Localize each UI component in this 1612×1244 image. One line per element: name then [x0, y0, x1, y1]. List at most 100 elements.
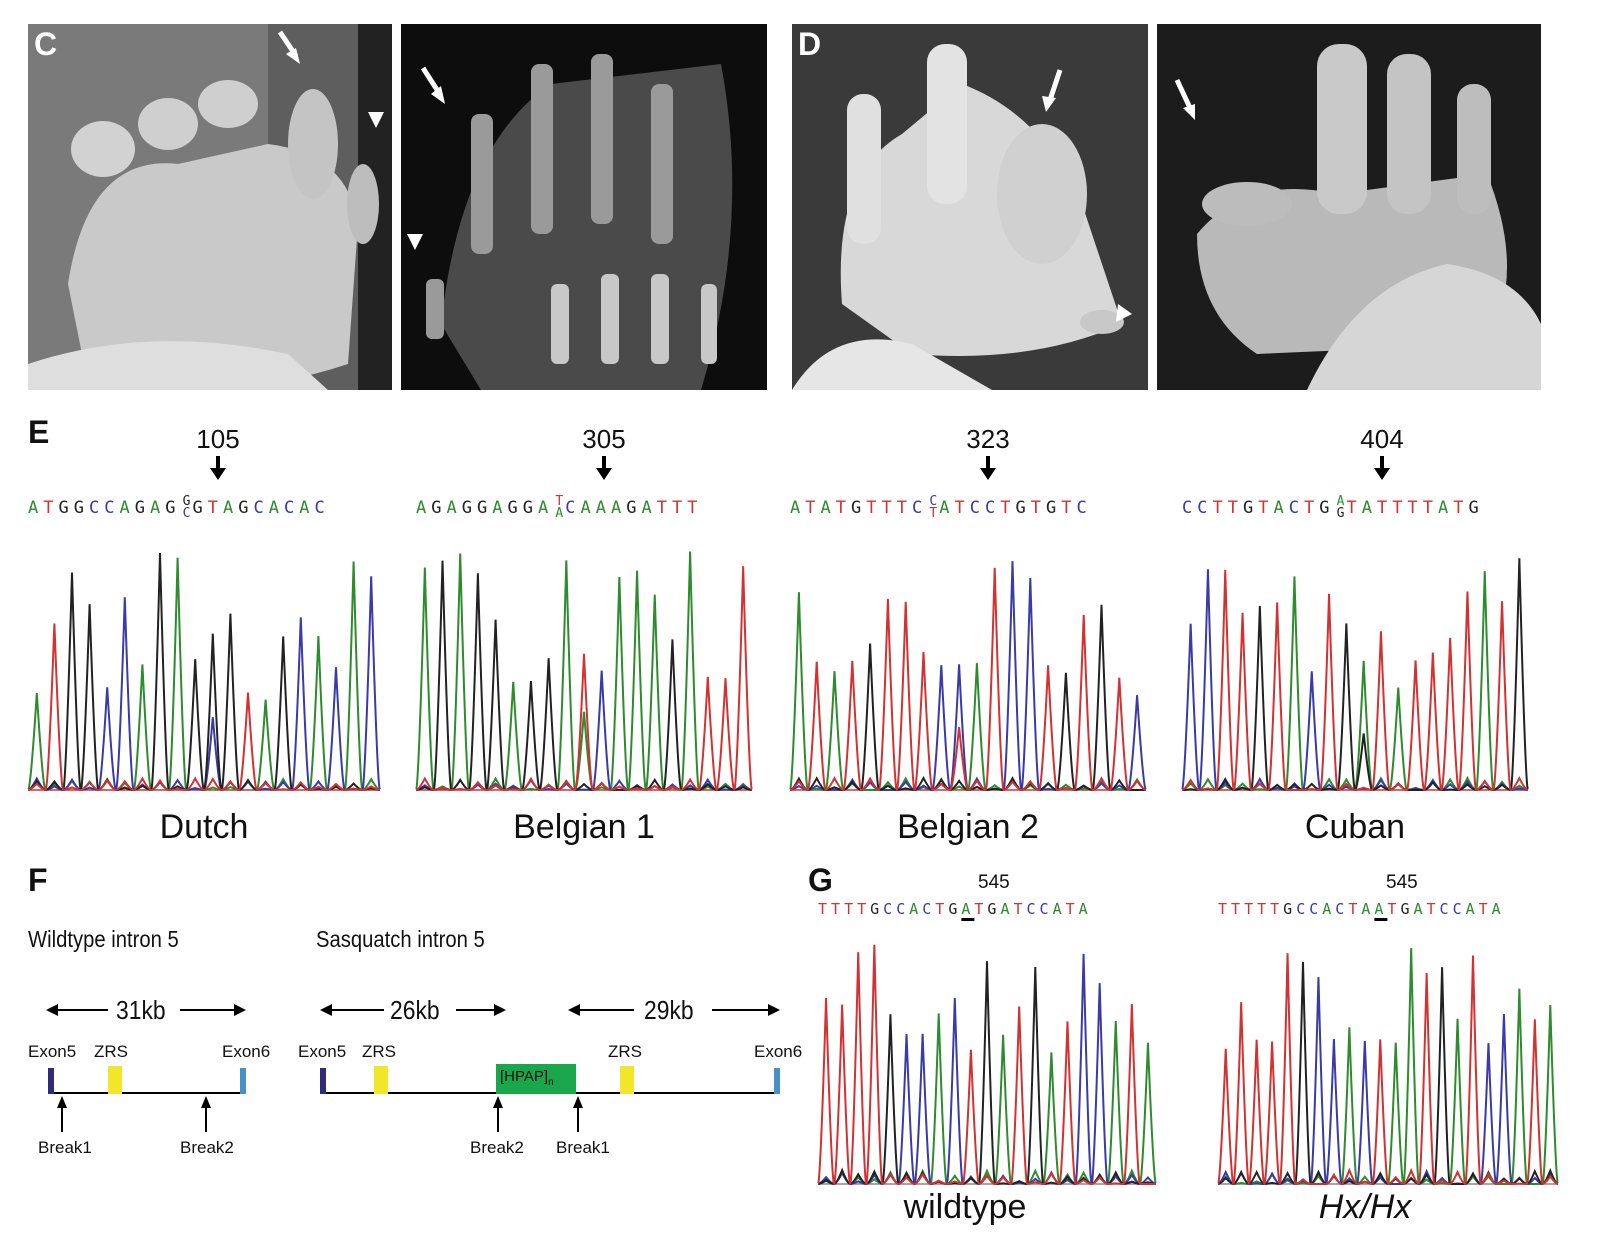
- base-letter: G: [1015, 498, 1031, 518]
- panel-g-label: G: [808, 862, 833, 898]
- base-letter: G: [1468, 498, 1484, 518]
- panel-d-hand-photo-2: [1157, 24, 1541, 390]
- arrowhead-up-icon: [573, 1096, 583, 1108]
- mutation-position: 105: [196, 424, 240, 454]
- base-letter: T: [866, 498, 882, 518]
- base-letter: A: [1491, 900, 1505, 918]
- base-letter: G: [948, 900, 962, 918]
- base-letter: T: [831, 900, 845, 918]
- arrowhead-left-icon: [46, 1004, 58, 1016]
- base-letter: G: [461, 498, 477, 518]
- mutation-position: 305: [582, 424, 626, 454]
- break1-label: Break1: [38, 1138, 92, 1157]
- chromatogram-trace: [27, 623, 381, 792]
- base-letter: G: [165, 498, 181, 518]
- base-letter: T: [207, 498, 223, 518]
- chromatogram-trace: [789, 567, 1147, 792]
- zrs-box: [108, 1066, 122, 1094]
- sample-caption: Dutch: [159, 808, 249, 846]
- panel-c-label: C: [34, 26, 58, 62]
- down-arrow-icon: [210, 456, 226, 480]
- base-letter: A: [1000, 900, 1014, 918]
- chromatogram-trace: [1181, 569, 1529, 792]
- base-letter: C: [1309, 900, 1323, 918]
- base-letter: A: [961, 900, 975, 918]
- base-letter: A: [1078, 900, 1092, 918]
- hpap-insert-label: [HPAP]n: [500, 1068, 554, 1088]
- arrowhead-left-icon: [568, 1004, 580, 1016]
- base-letter: A: [939, 498, 955, 518]
- exon6-box: [774, 1068, 780, 1094]
- chromatogram-trace: [789, 592, 1147, 792]
- chromatogram-trace: [1217, 953, 1559, 1186]
- base-letter: T: [974, 900, 988, 918]
- base-letter: T: [818, 900, 832, 918]
- base-letter: A: [1273, 498, 1289, 518]
- base-letter: T: [1212, 498, 1228, 518]
- base-letter: C: [883, 900, 897, 918]
- wildtype-intron-title: Wildtype intron 5: [28, 926, 179, 952]
- mutation-position: 404: [1360, 424, 1404, 454]
- base-letter: C: [912, 498, 928, 518]
- exon5-label: Exon5: [28, 1042, 77, 1061]
- base-letter: C: [922, 900, 936, 918]
- mutation-position: 545: [978, 872, 1010, 893]
- arrowhead-right-icon: [234, 1004, 246, 1016]
- base-letter: A: [299, 498, 315, 518]
- arrowhead-right-icon: [494, 1004, 506, 1016]
- span-label-bg: [634, 996, 712, 1024]
- base-letter: C: [314, 498, 330, 518]
- arrowhead-right-icon: [768, 1004, 780, 1016]
- base-letter: A: [1374, 900, 1388, 918]
- down-arrow-icon: [1374, 456, 1390, 480]
- hpap-text: [HPAP]: [500, 1068, 549, 1085]
- base-letter: T: [896, 498, 912, 518]
- chromatogram-trace: [415, 566, 753, 792]
- base-letter: C: [1076, 498, 1092, 518]
- base-letter: T: [1257, 900, 1271, 918]
- down-arrow-icon: [596, 456, 612, 480]
- base-letter: T: [1218, 900, 1232, 918]
- base-letter: T: [672, 498, 688, 518]
- base-letter: A: [1052, 900, 1066, 918]
- base-letter: G: [58, 498, 74, 518]
- base-letter: T: [1231, 900, 1245, 918]
- base-letter: A: [1361, 900, 1375, 918]
- base-letter: T: [43, 498, 59, 518]
- base-letter: C: [1452, 900, 1466, 918]
- exon5-label: Exon5: [298, 1042, 347, 1061]
- base-letter: C: [1335, 900, 1349, 918]
- exon5-box: [320, 1068, 326, 1094]
- base-letter: T: [1346, 498, 1362, 518]
- base-letter: C: [985, 498, 1001, 518]
- base-letter: G: [1046, 498, 1062, 518]
- hand-photo-drawing: [792, 24, 1148, 390]
- base-letter: A: [820, 498, 836, 518]
- span-label-bg: [108, 996, 180, 1024]
- break1-label: Break1: [556, 1138, 610, 1157]
- base-letter: T: [954, 498, 970, 518]
- base-letter: A: [611, 498, 627, 518]
- base-letter: A: [119, 498, 135, 518]
- hand-photo-drawing: [28, 24, 392, 390]
- sample-caption: Belgian 1: [513, 808, 655, 846]
- base-letter: T: [1387, 900, 1401, 918]
- exon6-label: Exon6: [222, 1042, 271, 1061]
- base-letter: A: [1413, 900, 1427, 918]
- base-letter: A: [580, 498, 596, 518]
- base-letter: G: [238, 498, 254, 518]
- base-letter: T: [1304, 498, 1320, 518]
- base-letter: G: [626, 498, 642, 518]
- hpap-insert-box: [496, 1064, 576, 1094]
- base-letter: C: [104, 498, 120, 518]
- base-letter: T: [1227, 498, 1243, 518]
- base-letter: A: [790, 498, 806, 518]
- base-letter: G: [477, 498, 493, 518]
- base-letter: T: [1061, 498, 1077, 518]
- base-letter: T: [1065, 900, 1079, 918]
- base-letter: G: [1283, 900, 1297, 918]
- arrowhead-up-icon: [57, 1096, 67, 1108]
- base-letter: A: [1322, 900, 1336, 918]
- base-letter: T: [1013, 900, 1027, 918]
